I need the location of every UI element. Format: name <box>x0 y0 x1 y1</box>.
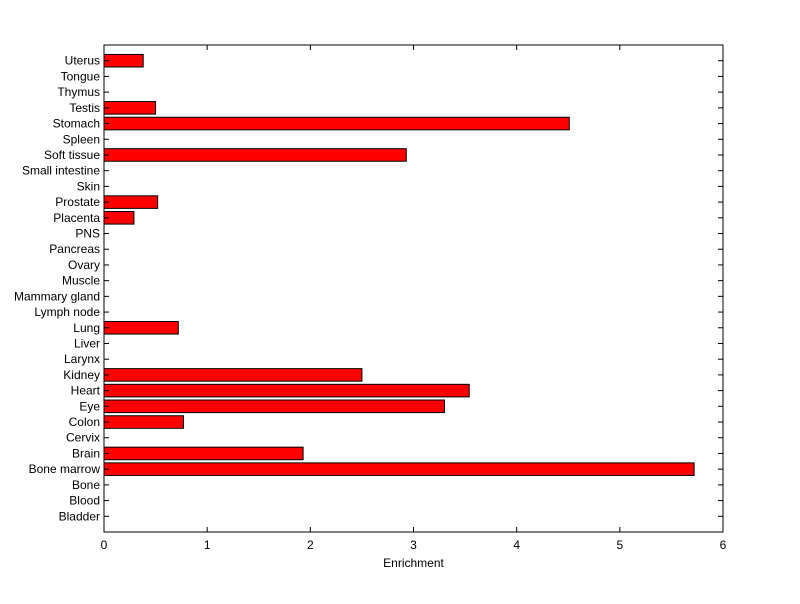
bar-eye <box>103 399 445 414</box>
x-tick-label: 1 <box>204 538 211 552</box>
y-tick-label: Bone marrow <box>29 462 101 476</box>
y-tick-label: Blood <box>69 494 100 508</box>
bar-colon <box>103 415 184 429</box>
bar-soft-tissue <box>103 148 407 162</box>
x-tick-label: 0 <box>101 538 108 552</box>
y-tick-label: Cervix <box>66 431 100 445</box>
x-tick-label: 2 <box>307 538 314 552</box>
y-tick-label: Placenta <box>53 211 100 225</box>
y-tick-label: Brain <box>72 446 100 460</box>
ticks-layer <box>103 45 724 532</box>
y-tick-label: Small intestine <box>22 164 100 178</box>
x-tick-label: 4 <box>513 538 520 552</box>
x-tick-label: 5 <box>616 538 623 552</box>
y-tick-label: PNS <box>75 227 100 241</box>
y-tick-label: Stomach <box>53 117 100 131</box>
y-tick-label: Heart <box>71 384 101 398</box>
y-tick-label: Spleen <box>63 132 100 146</box>
bar-testis <box>103 101 157 115</box>
bar-stomach <box>103 116 570 131</box>
y-tick-label: Lung <box>73 321 100 335</box>
y-tick-label: Testis <box>69 101 100 115</box>
bar-prostate <box>103 195 159 209</box>
y-tick-label: Soft tissue <box>44 148 100 162</box>
y-tick-label: Tongue <box>61 69 101 83</box>
bar-lung <box>103 320 179 335</box>
y-tick-label: Pancreas <box>49 242 100 256</box>
y-tick-label: Kidney <box>63 368 100 382</box>
x-tick-label: 3 <box>410 538 417 552</box>
x-tick-label: 6 <box>720 538 727 552</box>
bar-bone-marrow <box>103 462 695 476</box>
y-tick-label: Eye <box>79 399 100 413</box>
bars-layer <box>103 53 695 476</box>
x-axis-label: Enrichment <box>383 556 444 570</box>
y-tick-label: Bone <box>72 478 100 492</box>
y-tick-label: Liver <box>74 336 100 350</box>
y-tick-label: Skin <box>77 179 100 193</box>
bar-kidney <box>103 368 363 382</box>
y-tick-label: Bladder <box>59 509 100 523</box>
y-tick-label: Colon <box>69 415 100 429</box>
bar-heart <box>103 383 470 398</box>
y-tick-label: Prostate <box>55 195 100 209</box>
y-tick-label: Mammary gland <box>14 289 100 303</box>
y-tick-label: Uterus <box>65 54 100 68</box>
bar-brain <box>103 446 304 461</box>
y-tick-label: Thymus <box>57 85 100 99</box>
y-tick-label: Larynx <box>64 352 100 366</box>
y-tick-label: Ovary <box>68 258 100 272</box>
y-tick-label: Muscle <box>62 274 100 288</box>
bar-uterus <box>103 53 144 68</box>
y-tick-label: Lymph node <box>34 305 100 319</box>
